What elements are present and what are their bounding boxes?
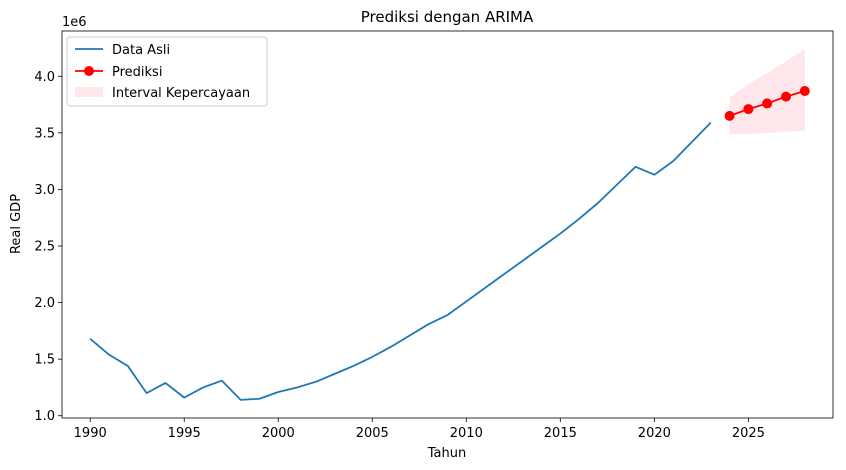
y-offset-label: 1e6 xyxy=(62,15,87,30)
legend: Data Asli Prediksi Interval Kepercayaan xyxy=(66,36,268,107)
legend-box xyxy=(66,36,268,107)
x-tick-label: 1990 xyxy=(74,426,107,441)
series-line-data-asli xyxy=(89,122,712,401)
y-tick-label: 1.0 xyxy=(34,409,55,424)
x-tick-label: 2010 xyxy=(450,426,483,441)
legend-swatch-interval xyxy=(75,87,103,97)
y-tick-label: 2.5 xyxy=(34,240,55,255)
legend-label-data-asli: Data Asli xyxy=(112,43,170,58)
x-tick-label: 2005 xyxy=(356,426,389,441)
data-point-prediksi xyxy=(799,85,810,96)
x-axis-label: Tahun xyxy=(427,446,466,461)
y-tick-label: 3.5 xyxy=(34,126,55,141)
x-tick-label: 2000 xyxy=(262,426,295,441)
data-point-prediksi xyxy=(780,91,791,102)
plot-area-frame xyxy=(61,30,834,419)
data-point-prediksi xyxy=(762,98,773,109)
x-tick-label: 2020 xyxy=(638,426,671,441)
x-tick-label: 1995 xyxy=(168,426,201,441)
legend-label-prediksi: Prediksi xyxy=(112,65,162,80)
series-layer xyxy=(89,85,810,401)
y-tick-label: 4.0 xyxy=(34,70,55,85)
chart-title: Prediksi dengan ARIMA xyxy=(361,8,534,26)
x-axis-ticks: 1990 1995 2000 2005 2010 2015 2020 2025 xyxy=(74,418,765,441)
y-tick-label: 1.5 xyxy=(34,353,55,368)
data-point-prediksi xyxy=(743,104,754,115)
y-axis-label: Real GDP xyxy=(9,194,24,254)
legend-label-interval: Interval Kepercayaan xyxy=(112,86,250,101)
x-tick-label: 2015 xyxy=(544,426,577,441)
x-tick-label: 2025 xyxy=(732,426,765,441)
y-axis-ticks: 1.0 1.5 2.0 2.5 3.0 3.5 4.0 xyxy=(34,70,62,424)
data-point-prediksi xyxy=(724,110,735,121)
legend-marker-prediksi xyxy=(84,66,94,76)
y-tick-label: 2.0 xyxy=(34,296,55,311)
y-tick-label: 3.0 xyxy=(34,183,55,198)
